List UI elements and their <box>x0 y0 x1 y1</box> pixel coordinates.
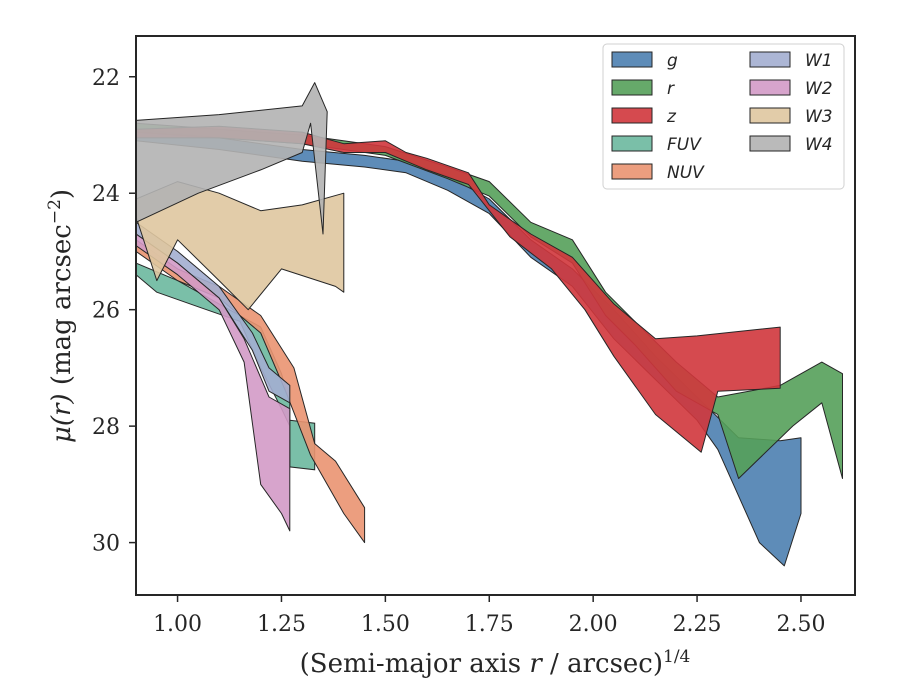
legend-swatch-w1 <box>749 51 791 68</box>
legend-label-w1: W1 <box>805 51 833 71</box>
y-tick-label: 26 <box>92 299 120 324</box>
legend-swatch-w4 <box>749 135 791 152</box>
x-tick-label: 1.75 <box>465 612 514 637</box>
y-tick-label: 28 <box>92 415 120 440</box>
legend-label-w4: W4 <box>805 135 833 155</box>
y-tick-label: 22 <box>92 66 120 91</box>
legend-label-w2: W2 <box>805 79 833 99</box>
band-z <box>136 125 781 453</box>
x-tick-label: 1.25 <box>257 612 306 637</box>
plot-area <box>135 35 856 596</box>
x-tick-label: 1.00 <box>153 612 202 637</box>
x-tick-label: 2.50 <box>776 612 825 637</box>
legend-label-nuv: NUV <box>667 163 705 183</box>
x-tick-label: 1.50 <box>361 612 410 637</box>
legend-swatch-w3 <box>749 107 791 124</box>
band-w3 <box>136 181 345 311</box>
x-axis: 1.00 1.25 1.50 1.75 2.00 2.25 2.50 <box>153 595 825 637</box>
legend-swatch-z <box>611 107 653 124</box>
y-axis-label: μ(r) (mag arcsec−2) <box>45 189 77 443</box>
legend-label-z: z <box>666 107 677 127</box>
x-axis-label: (Semi-major axis r / arcsec)1/4 <box>300 647 691 679</box>
legend-label-w3: W3 <box>805 107 833 127</box>
legend-swatch-w2 <box>749 79 791 96</box>
legend-label-r: r <box>667 79 675 99</box>
band-w4 <box>136 82 328 235</box>
y-axis: 22 24 26 28 30 <box>92 66 136 557</box>
plot-frame <box>135 35 856 596</box>
y-tick-label: 24 <box>92 182 120 207</box>
legend-swatch-fuv <box>611 135 653 152</box>
x-tick-label: 2.25 <box>673 612 722 637</box>
legend: grz FUV NUV W1 W2 W3 W4 <box>602 43 845 190</box>
legend-swatch-g <box>611 51 653 68</box>
band-w2 <box>136 233 291 532</box>
legend-label-fuv: FUV <box>667 135 702 155</box>
band-r <box>136 122 843 479</box>
y-tick-label: 30 <box>92 532 120 557</box>
legend-swatch-nuv <box>611 163 653 180</box>
x-tick-label: 2.00 <box>569 612 618 637</box>
legend-label-g: g <box>667 51 678 71</box>
legend-swatch-r <box>611 79 653 96</box>
series-layer <box>136 82 843 567</box>
